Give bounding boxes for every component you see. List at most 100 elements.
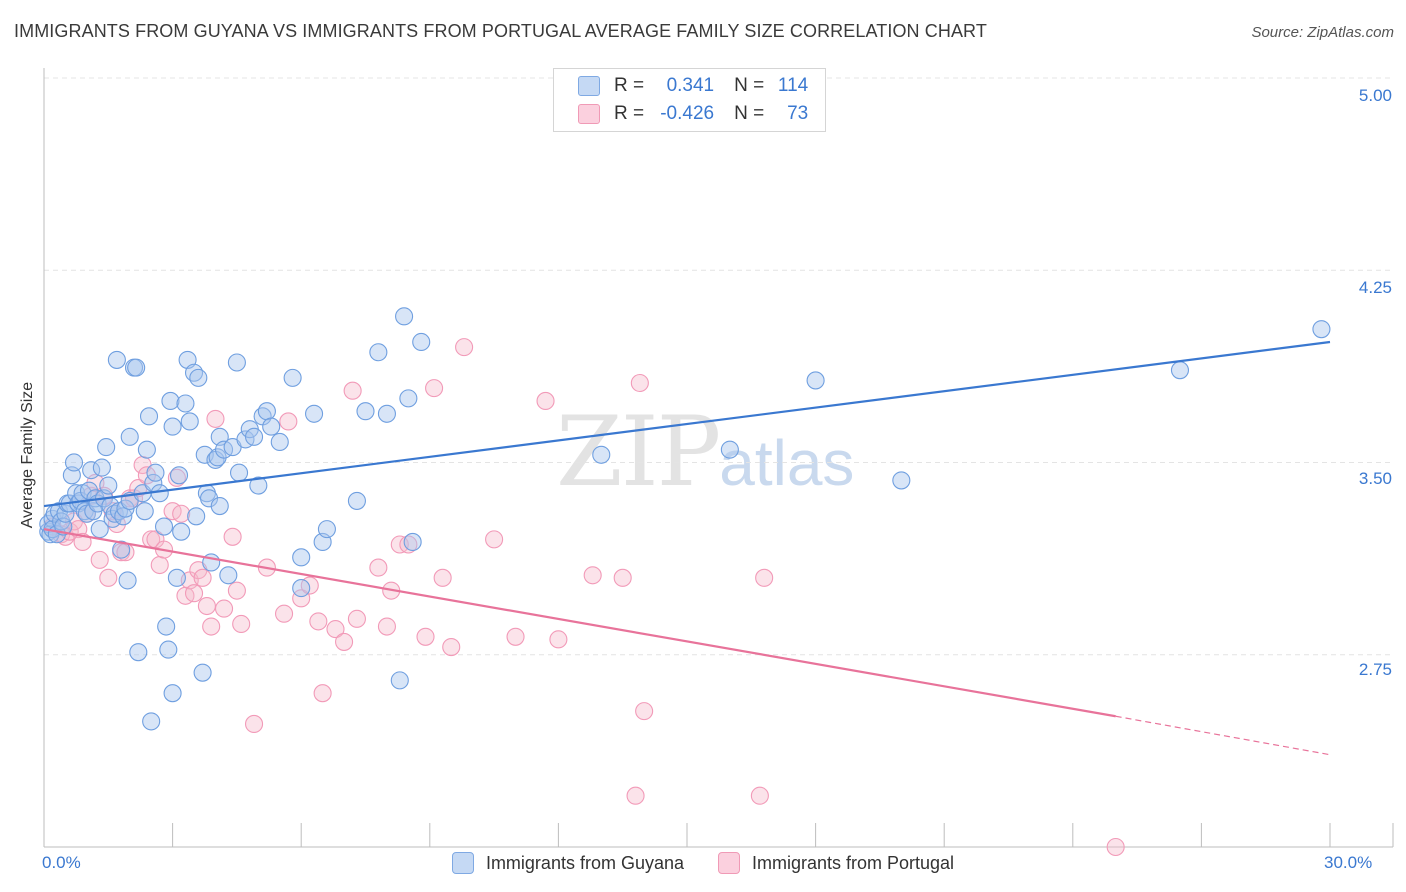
guyana-point: [142, 712, 161, 731]
guyana-point: [120, 427, 139, 446]
guyana-point: [187, 507, 206, 526]
guyana-point: [118, 571, 137, 590]
portugal-point: [202, 617, 221, 636]
portugal-point: [506, 627, 525, 646]
guyana-point: [1170, 361, 1190, 380]
guyana-point: [412, 332, 431, 352]
portugal-point: [292, 589, 311, 608]
portugal-point: [326, 620, 345, 639]
portugal-point: [232, 614, 251, 634]
guyana-point: [159, 640, 178, 659]
guyana-point: [892, 471, 911, 490]
guyana-point: [227, 353, 246, 372]
legend-r-value: -0.426: [660, 103, 715, 124]
guyana-trend-line: [43, 340, 1331, 508]
correlation-legend: R = 0.341 N = 114 R = -0.426 N = 73: [553, 68, 826, 132]
guyana-point: [249, 476, 268, 495]
guyana-point: [176, 394, 195, 413]
guyana-point: [208, 448, 227, 467]
guyana-point: [229, 463, 249, 482]
guyana-point: [390, 671, 409, 690]
y-axis-label: Average Family Size: [19, 381, 36, 529]
portugal-point: [172, 504, 191, 523]
legend-row-portugal: R = -0.426 N = 73: [578, 101, 808, 127]
portugal-point: [549, 630, 568, 649]
guyana-point: [172, 522, 191, 541]
guyana-point: [169, 466, 189, 485]
portugal-point: [150, 555, 169, 575]
guyana-point: [356, 402, 375, 421]
guyana-point: [137, 440, 156, 459]
y-tick-label: 4.25: [1358, 278, 1392, 297]
guyana-point: [305, 404, 324, 423]
guyana-point: [167, 568, 186, 587]
legend-n-value: 73: [787, 103, 809, 124]
portugal-point: [227, 581, 246, 600]
portugal-point: [279, 412, 298, 431]
guyana-point: [317, 520, 336, 539]
portugal-point: [99, 568, 118, 587]
legend-label-guyana: Immigrants from Guyana: [485, 852, 684, 873]
portugal-trend-line: [43, 528, 1116, 718]
guyana-point: [107, 350, 126, 369]
portugal-point: [206, 409, 225, 428]
guyana-point: [163, 684, 182, 703]
watermark-atlas: atlas: [719, 427, 855, 499]
guyana-point: [193, 663, 212, 682]
guyana-point: [157, 617, 176, 636]
legend-item-guyana: Immigrants from Guyana: [451, 852, 684, 874]
chart-title: IMMIGRANTS FROM GUYANA VS IMMIGRANTS FRO…: [14, 21, 987, 41]
series-legend: Immigrants from Guyana Immigrants from P…: [0, 852, 1406, 874]
portugal-point: [442, 637, 461, 657]
x-tick-label-min: 0.0%: [42, 853, 81, 872]
guyana-point: [180, 412, 199, 431]
portugal-point: [416, 627, 435, 646]
legend-swatch-portugal: [718, 852, 740, 874]
portugal-point: [347, 609, 366, 628]
portugal-point: [309, 612, 328, 631]
y-tick-label: 5.00: [1358, 86, 1392, 105]
guyana-point: [347, 491, 366, 510]
guyana-point: [154, 517, 174, 536]
guyana-point: [1312, 320, 1331, 339]
watermark-zip: ZIP: [556, 396, 721, 508]
guyana-point: [161, 391, 180, 410]
legend-n-label: N =: [734, 103, 765, 124]
portugal-point: [335, 632, 354, 651]
portugal-point: [750, 786, 769, 805]
guyana-point: [135, 502, 154, 521]
guyana-point: [97, 438, 116, 457]
guyana-point: [146, 463, 165, 482]
legend-r-value: 0.341: [666, 75, 715, 96]
guyana-point: [92, 458, 111, 477]
x-tick-label-max: 30.0%: [1324, 853, 1373, 872]
guyana-point: [806, 371, 825, 390]
portugal-point: [90, 550, 109, 569]
legend-n-value: 114: [777, 75, 809, 96]
guyana-point: [99, 476, 118, 495]
legend-r-label: R =: [614, 75, 645, 96]
guyana-point: [139, 407, 159, 426]
guyana-point: [219, 566, 238, 585]
portugal-point: [184, 584, 204, 603]
guyana-point: [82, 461, 101, 480]
guyana-point: [129, 643, 148, 662]
legend-swatch-guyana: [578, 76, 600, 96]
portugal-point: [425, 379, 444, 398]
guyana-point: [395, 307, 414, 326]
legend-r-label: R =: [614, 103, 645, 124]
portugal-point: [214, 599, 234, 618]
watermark: ZIPatlas: [556, 396, 854, 508]
portugal-point: [755, 568, 774, 587]
guyana-point: [257, 402, 276, 421]
portugal-point: [433, 568, 452, 587]
portugal-point: [223, 527, 242, 546]
guyana-point: [79, 481, 99, 500]
guyana-point: [64, 453, 84, 472]
portugal-point: [613, 568, 632, 587]
portugal-point: [193, 568, 212, 587]
guyana-point: [189, 368, 208, 387]
guyana-point: [150, 484, 169, 503]
portugal-point: [275, 604, 294, 623]
